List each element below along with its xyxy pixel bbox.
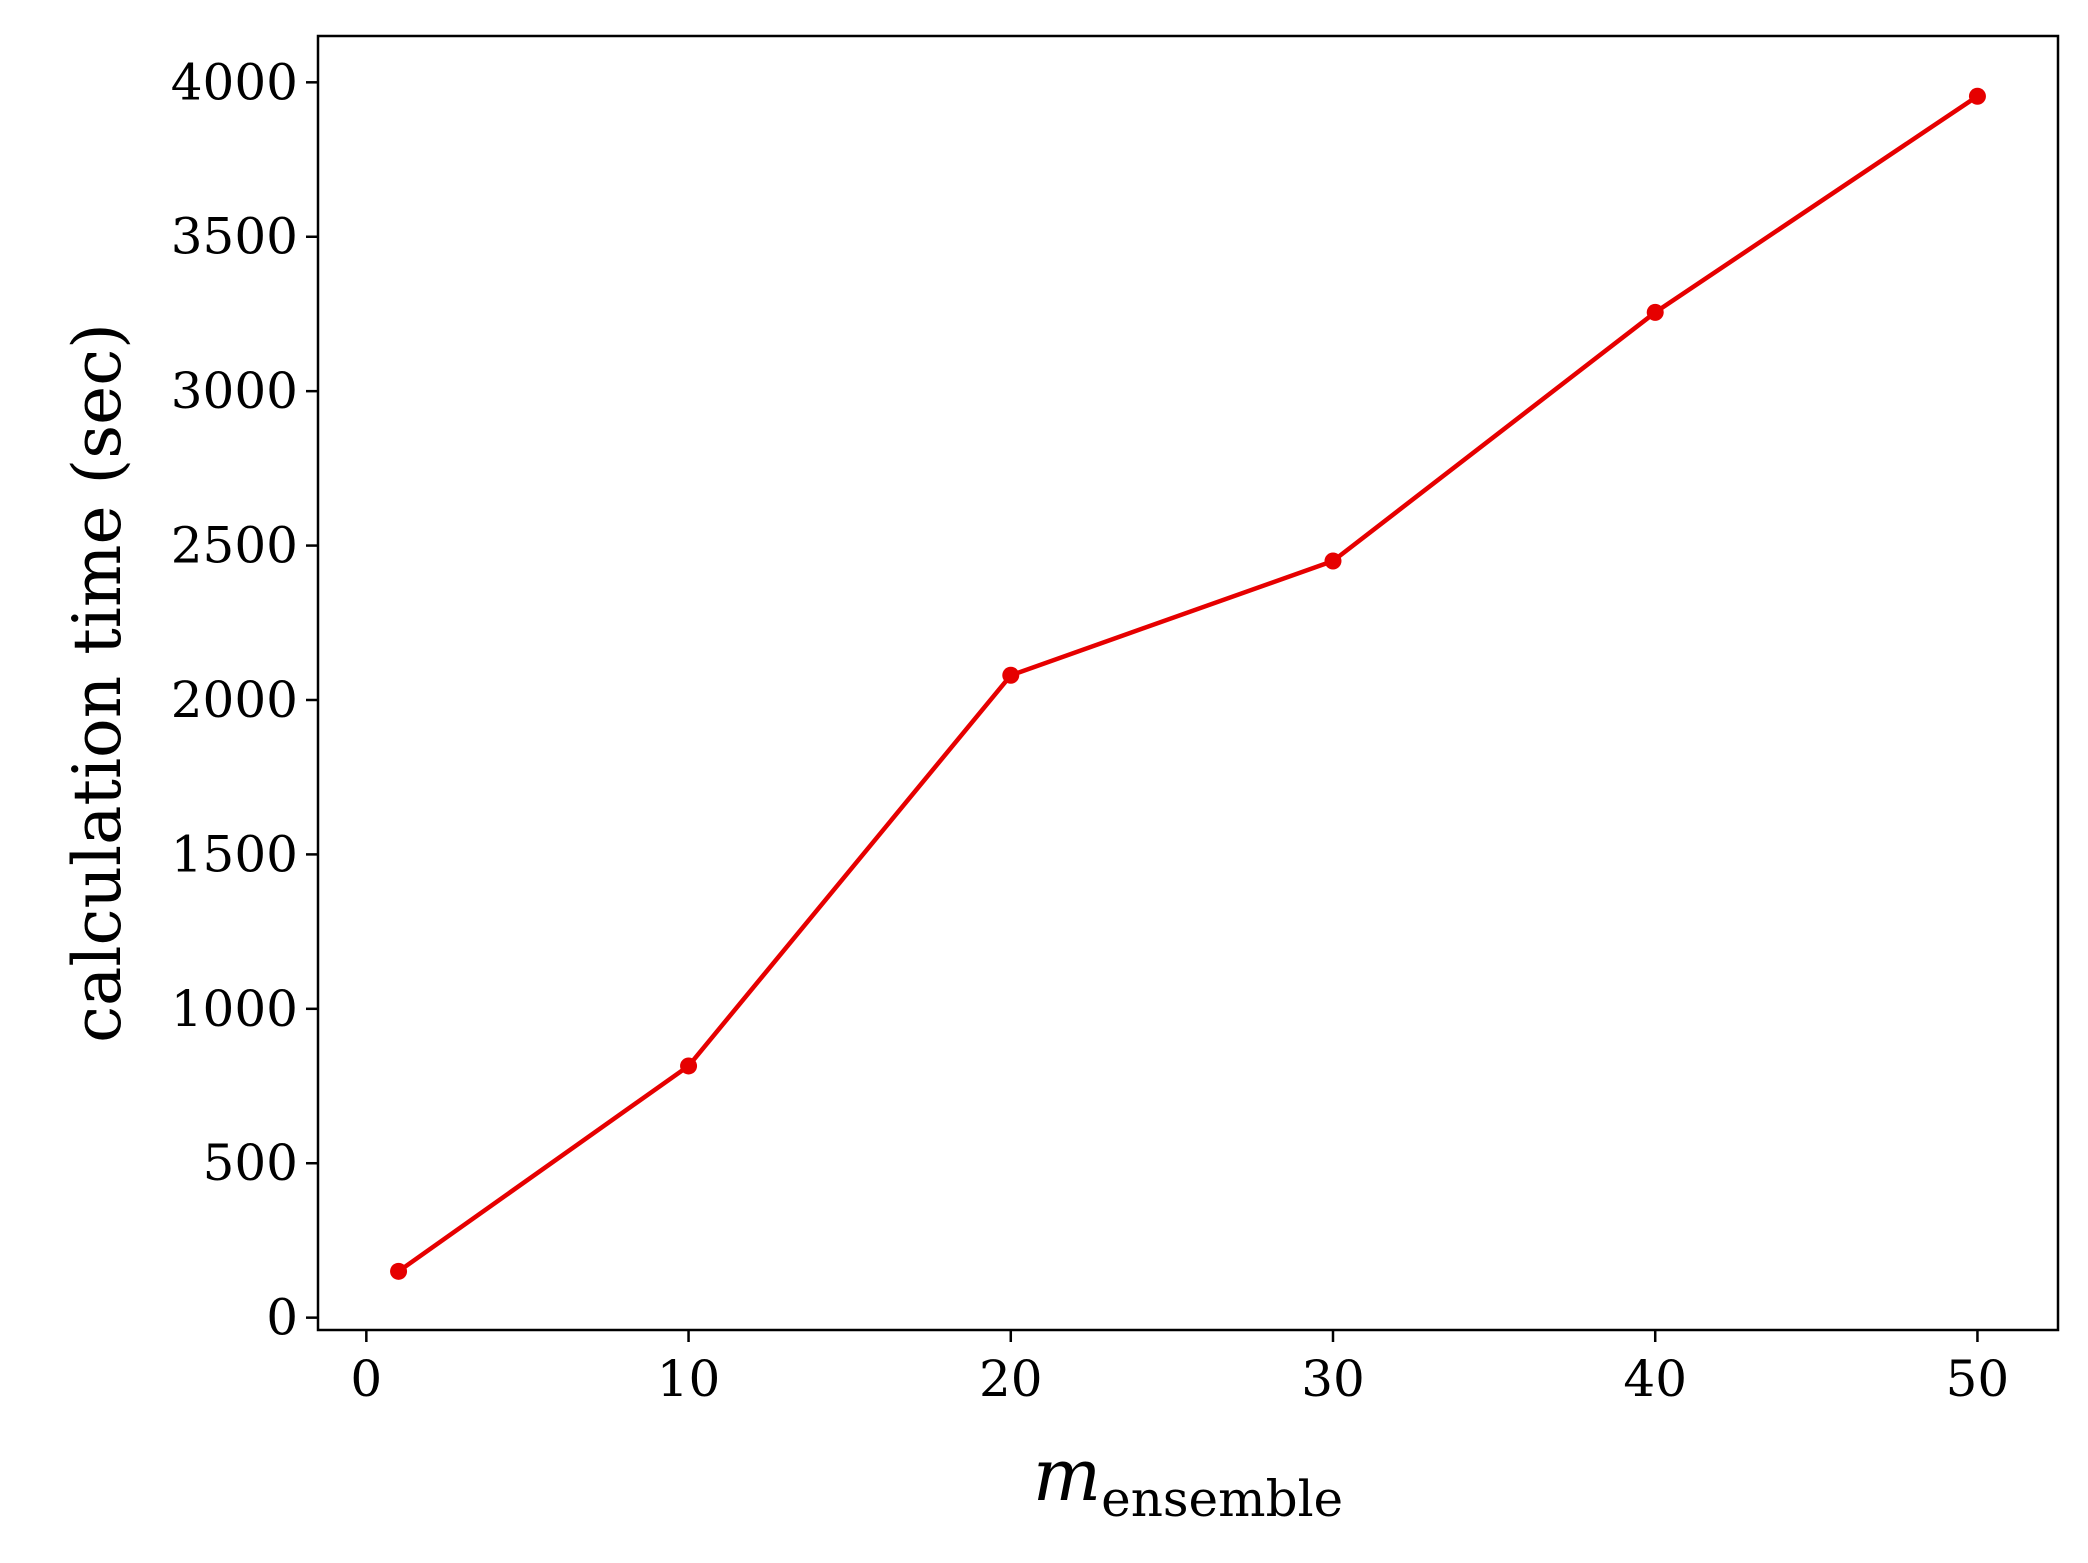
y-tick-label: 500 bbox=[203, 1134, 298, 1192]
y-tick-label: 1000 bbox=[171, 980, 298, 1038]
data-point bbox=[1324, 552, 1342, 570]
data-point bbox=[390, 1262, 408, 1280]
y-tick-label: 4000 bbox=[171, 53, 298, 111]
data-point bbox=[680, 1057, 698, 1075]
y-tick-label: 3500 bbox=[171, 208, 298, 266]
y-tick-label: 2500 bbox=[171, 517, 298, 575]
data-point bbox=[1646, 303, 1664, 321]
y-tick-label: 3000 bbox=[171, 362, 298, 420]
x-tick-label: 0 bbox=[350, 1350, 382, 1408]
y-tick-label: 0 bbox=[266, 1289, 298, 1347]
y-tick-label: 1500 bbox=[171, 825, 298, 883]
x-tick-label: 50 bbox=[1946, 1350, 2010, 1408]
y-axis-title: calculation time (sec) bbox=[59, 323, 136, 1043]
data-series bbox=[390, 87, 1986, 1280]
x-axis-title-main: m bbox=[1033, 1433, 1101, 1517]
x-tick-label: 30 bbox=[1301, 1350, 1365, 1408]
x-tick-label: 40 bbox=[1623, 1350, 1687, 1408]
series-line bbox=[396, 93, 1980, 1274]
data-point bbox=[1968, 87, 1986, 105]
x-tick-label: 10 bbox=[657, 1350, 721, 1408]
x-tick-label: 20 bbox=[979, 1350, 1043, 1408]
x-axis-title: mensemble bbox=[1033, 1433, 1343, 1528]
y-tick-label: 2000 bbox=[171, 671, 298, 729]
axis-ticks: 0 10 20 30 40 5005001000150020002500300035004… bbox=[171, 53, 2010, 1408]
plot-frame bbox=[316, 34, 2060, 1332]
data-point bbox=[1002, 666, 1020, 684]
x-axis-title-subscript: ensemble bbox=[1101, 1470, 1343, 1528]
